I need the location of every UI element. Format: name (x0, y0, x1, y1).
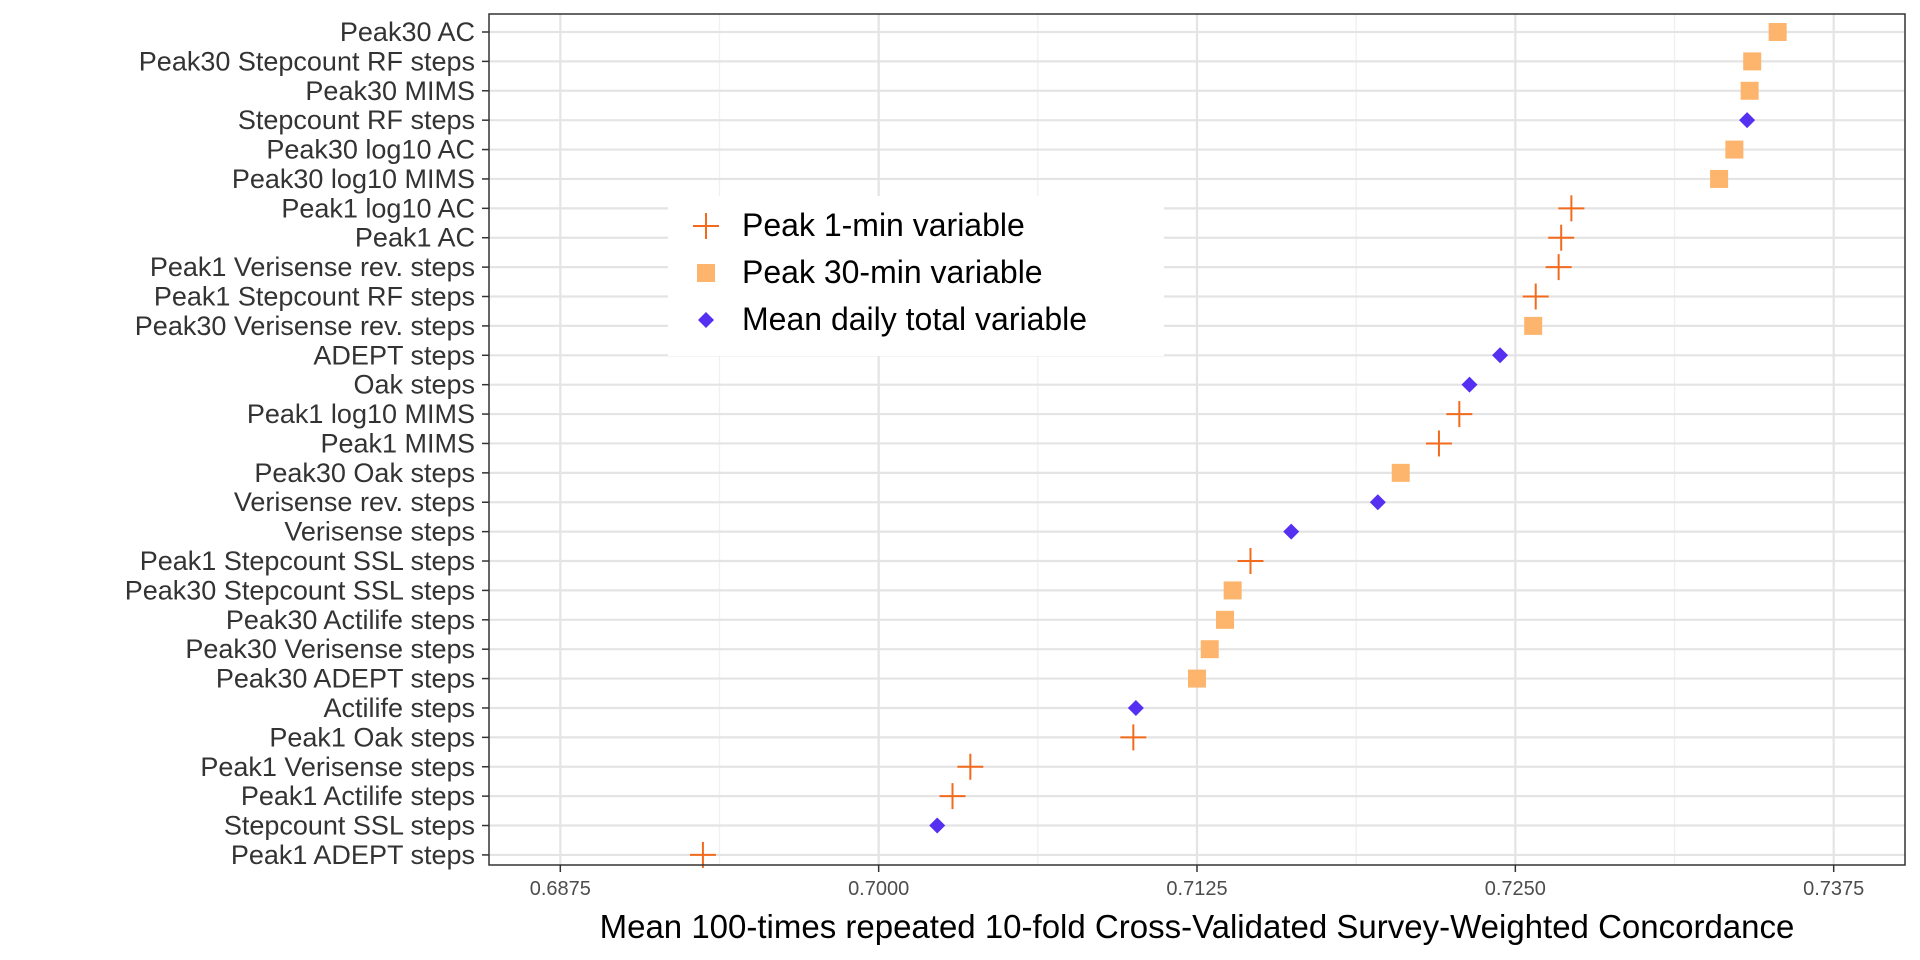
y-tick-label: Peak30 Stepcount SSL steps (125, 575, 475, 605)
data-point (1545, 254, 1572, 281)
y-tick-label: Verisense steps (284, 517, 475, 547)
plot-panel-border (488, 13, 1906, 866)
legend-key (698, 312, 714, 328)
y-tick-label: Peak1 Verisense rev. steps (150, 252, 475, 282)
y-tick-label: Peak1 Stepcount RF steps (154, 282, 475, 312)
data-point (1743, 52, 1762, 71)
data-point (957, 753, 984, 780)
y-tick-label: Peak30 log10 AC (266, 135, 475, 165)
y-tick-label: Peak30 Actilife steps (226, 605, 475, 635)
data-point (1710, 169, 1729, 188)
data-point (689, 841, 716, 868)
data-point (1200, 640, 1219, 659)
data-point (1446, 401, 1473, 428)
y-tick-label: Stepcount SSL steps (224, 811, 475, 841)
x-tick-label: 0.7125 (1166, 878, 1227, 900)
y-tick-label: Peak1 Actilife steps (241, 781, 475, 811)
grid-lines (489, 14, 1905, 865)
y-tick-label: Peak1 log10 AC (281, 193, 475, 223)
y-tick-label: Peak1 MIMS (320, 428, 475, 458)
x-axis-title: Mean 100-times repeated 10-fold Cross-Va… (600, 908, 1795, 945)
y-tick-label: Peak30 Verisense rev. steps (135, 311, 475, 341)
y-tick-label: Peak1 Stepcount SSL steps (140, 546, 475, 576)
y-tick-label: Peak30 ADEPT steps (216, 664, 475, 694)
y-tick-label: Oak steps (353, 370, 475, 400)
y-tick-label: Stepcount RF steps (238, 105, 475, 135)
data-point (1524, 316, 1543, 335)
y-tick-label: Peak1 Oak steps (269, 722, 475, 752)
data-point (1522, 283, 1549, 310)
data-point (1558, 195, 1585, 222)
data-point (1283, 523, 1300, 540)
data-point (1461, 376, 1478, 393)
legend-background (668, 196, 1164, 356)
y-tick-label: Peak30 Stepcount RF steps (139, 46, 475, 76)
data-point (1492, 347, 1509, 364)
y-tick-label: ADEPT steps (313, 340, 475, 370)
legend-label-peak1: Peak 1-min variable (742, 207, 1025, 243)
data-point (1237, 548, 1264, 575)
data-point (939, 783, 966, 810)
data-point (1740, 81, 1759, 100)
y-tick-label: Actilife steps (323, 693, 475, 723)
x-tick-label: 0.7250 (1485, 878, 1546, 900)
data-point (1425, 430, 1452, 457)
data-point (1725, 140, 1744, 159)
data-point (1188, 669, 1206, 688)
x-tick-label: 0.7000 (848, 878, 909, 900)
data-point (1216, 610, 1235, 629)
y-tick-label: Peak30 Oak steps (254, 458, 475, 488)
data-point (1127, 699, 1144, 716)
data-point (1739, 112, 1756, 129)
y-tick-label: Peak30 log10 MIMS (232, 164, 475, 194)
data-point (1768, 23, 1787, 41)
data-point (1223, 581, 1242, 600)
y-tick-label: Verisense rev. steps (234, 487, 475, 517)
y-tick-label: Peak1 ADEPT steps (231, 840, 475, 870)
y-tick-label: Peak1 Verisense steps (200, 752, 475, 782)
y-tick-label: Peak30 AC (340, 17, 475, 47)
legend-keys (693, 213, 719, 328)
x-axis-ticks: 0.6875 0.7000 0.7125 0.7250 0.7375 (530, 865, 1864, 900)
data-point (1391, 463, 1410, 482)
data-point (929, 817, 946, 834)
y-tick-label: Peak1 log10 MIMS (247, 399, 475, 429)
legend-key (697, 264, 715, 282)
legend: Peak 1-min variable Peak 30-min variable… (668, 196, 1164, 356)
y-tick-label: Peak30 MIMS (305, 76, 475, 106)
x-tick-label: 0.6875 (530, 878, 591, 900)
x-tick-label: 0.7375 (1803, 878, 1864, 900)
data-point (1369, 494, 1386, 511)
data-points (689, 23, 1787, 868)
legend-label-peak30: Peak 30-min variable (742, 254, 1043, 290)
data-point (1548, 224, 1575, 251)
legend-label-daily-total: Mean daily total variable (742, 301, 1087, 337)
data-point (1120, 724, 1147, 751)
y-tick-label: Peak1 AC (355, 223, 475, 253)
legend-key (693, 213, 719, 239)
y-tick-label: Peak30 Verisense steps (185, 634, 475, 664)
